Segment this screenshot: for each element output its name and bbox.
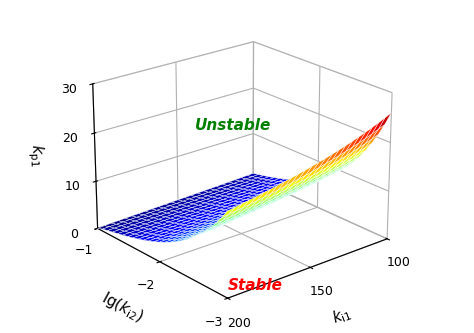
Y-axis label: $\lg(k_{\rm i2})$: $\lg(k_{\rm i2})$ (98, 288, 147, 326)
X-axis label: $k_{\rm i1}$: $k_{\rm i1}$ (329, 304, 355, 328)
